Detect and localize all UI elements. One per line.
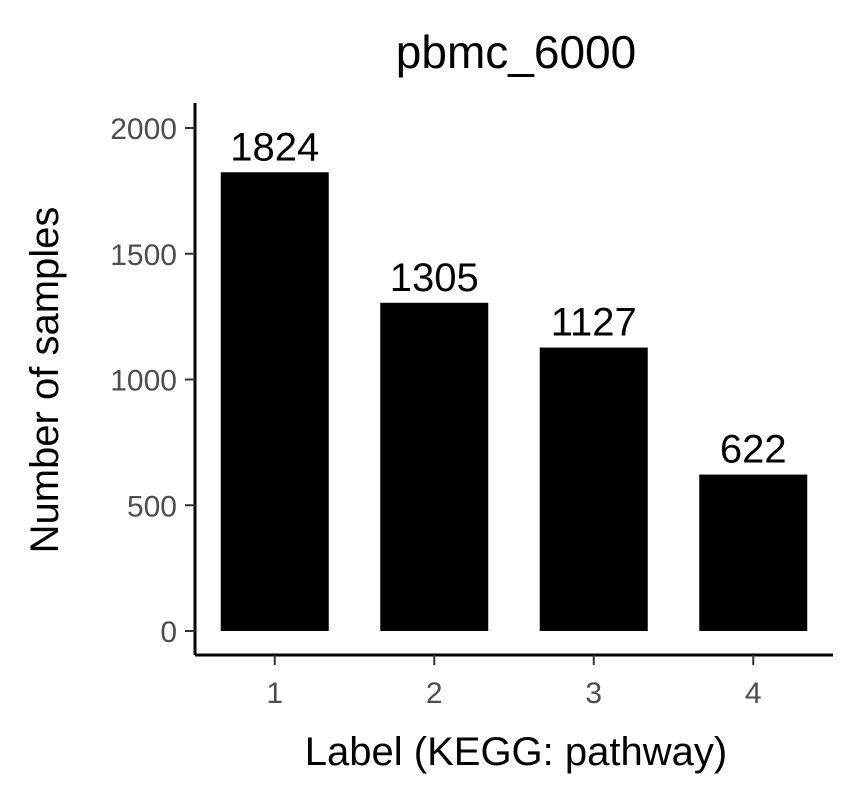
x-axis: 1 2 3 4 [195, 653, 833, 710]
bars-group [220, 172, 808, 631]
data-label-2: 1305 [390, 256, 479, 300]
bar-2 [380, 302, 489, 631]
data-label-4: 622 [720, 428, 787, 472]
data-label-3: 1127 [551, 301, 637, 345]
bar-3 [539, 347, 648, 631]
y-axis-title: Number of samples [23, 207, 67, 554]
x-tick-label-1: 1 [266, 677, 283, 710]
bar-4 [699, 474, 808, 631]
y-tick-label-1000: 1000 [110, 365, 177, 398]
chart-title: pbmc_6000 [396, 26, 636, 78]
y-axis: 0 500 1000 1500 2000 [110, 103, 197, 655]
bar-1 [220, 172, 329, 631]
y-tick-label-500: 500 [127, 490, 177, 523]
data-label-1: 1824 [230, 125, 319, 169]
y-tick-label-1500: 1500 [110, 239, 177, 272]
data-labels-group: 1824 1305 1127 622 [230, 125, 786, 471]
x-tick-label-2: 2 [426, 677, 443, 710]
y-tick-label-2000: 2000 [110, 113, 177, 146]
x-axis-title: Label (KEGG: pathway) [305, 730, 727, 774]
x-tick-label-4: 4 [745, 677, 762, 710]
x-tick-label-3: 3 [585, 677, 602, 710]
y-tick-label-0: 0 [160, 616, 177, 649]
